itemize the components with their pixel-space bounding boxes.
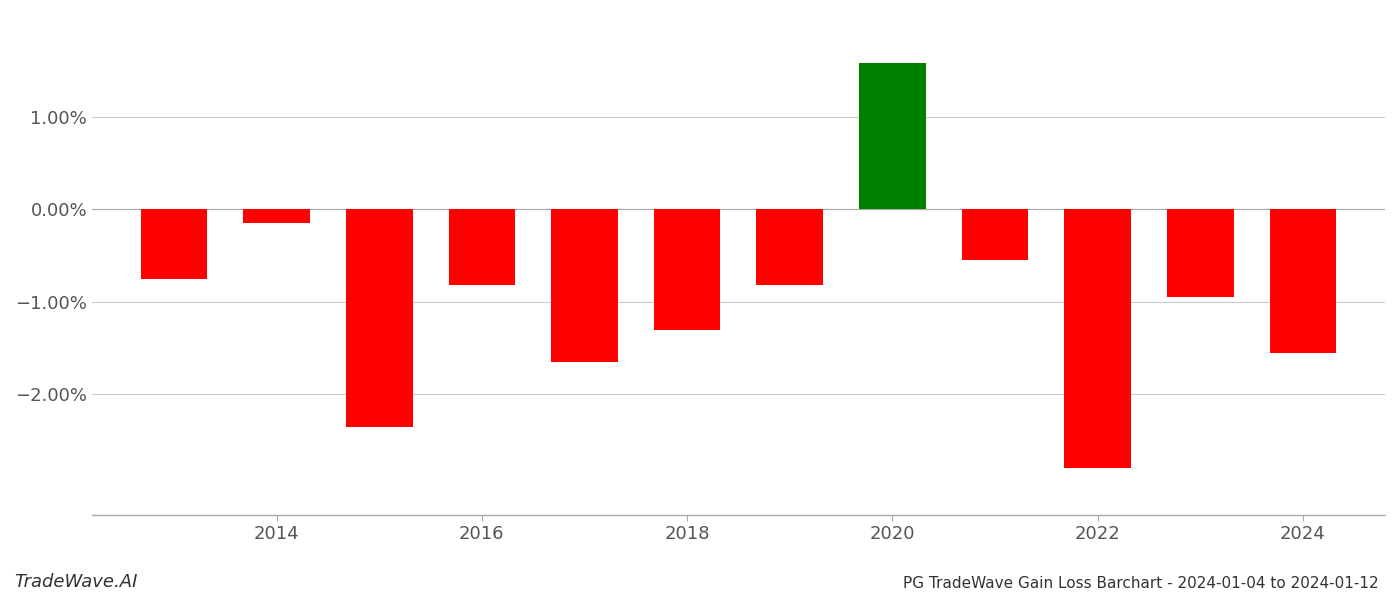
Bar xyxy=(654,209,721,329)
Bar xyxy=(1168,209,1233,297)
Bar xyxy=(962,209,1029,260)
Bar xyxy=(756,209,823,285)
Bar xyxy=(448,209,515,285)
Bar xyxy=(140,209,207,278)
Bar xyxy=(1064,209,1131,469)
Bar xyxy=(346,209,413,427)
Bar xyxy=(860,63,925,209)
Text: PG TradeWave Gain Loss Barchart - 2024-01-04 to 2024-01-12: PG TradeWave Gain Loss Barchart - 2024-0… xyxy=(903,576,1379,591)
Bar xyxy=(552,209,617,362)
Text: TradeWave.AI: TradeWave.AI xyxy=(14,573,137,591)
Bar xyxy=(1270,209,1336,353)
Bar xyxy=(244,209,309,223)
